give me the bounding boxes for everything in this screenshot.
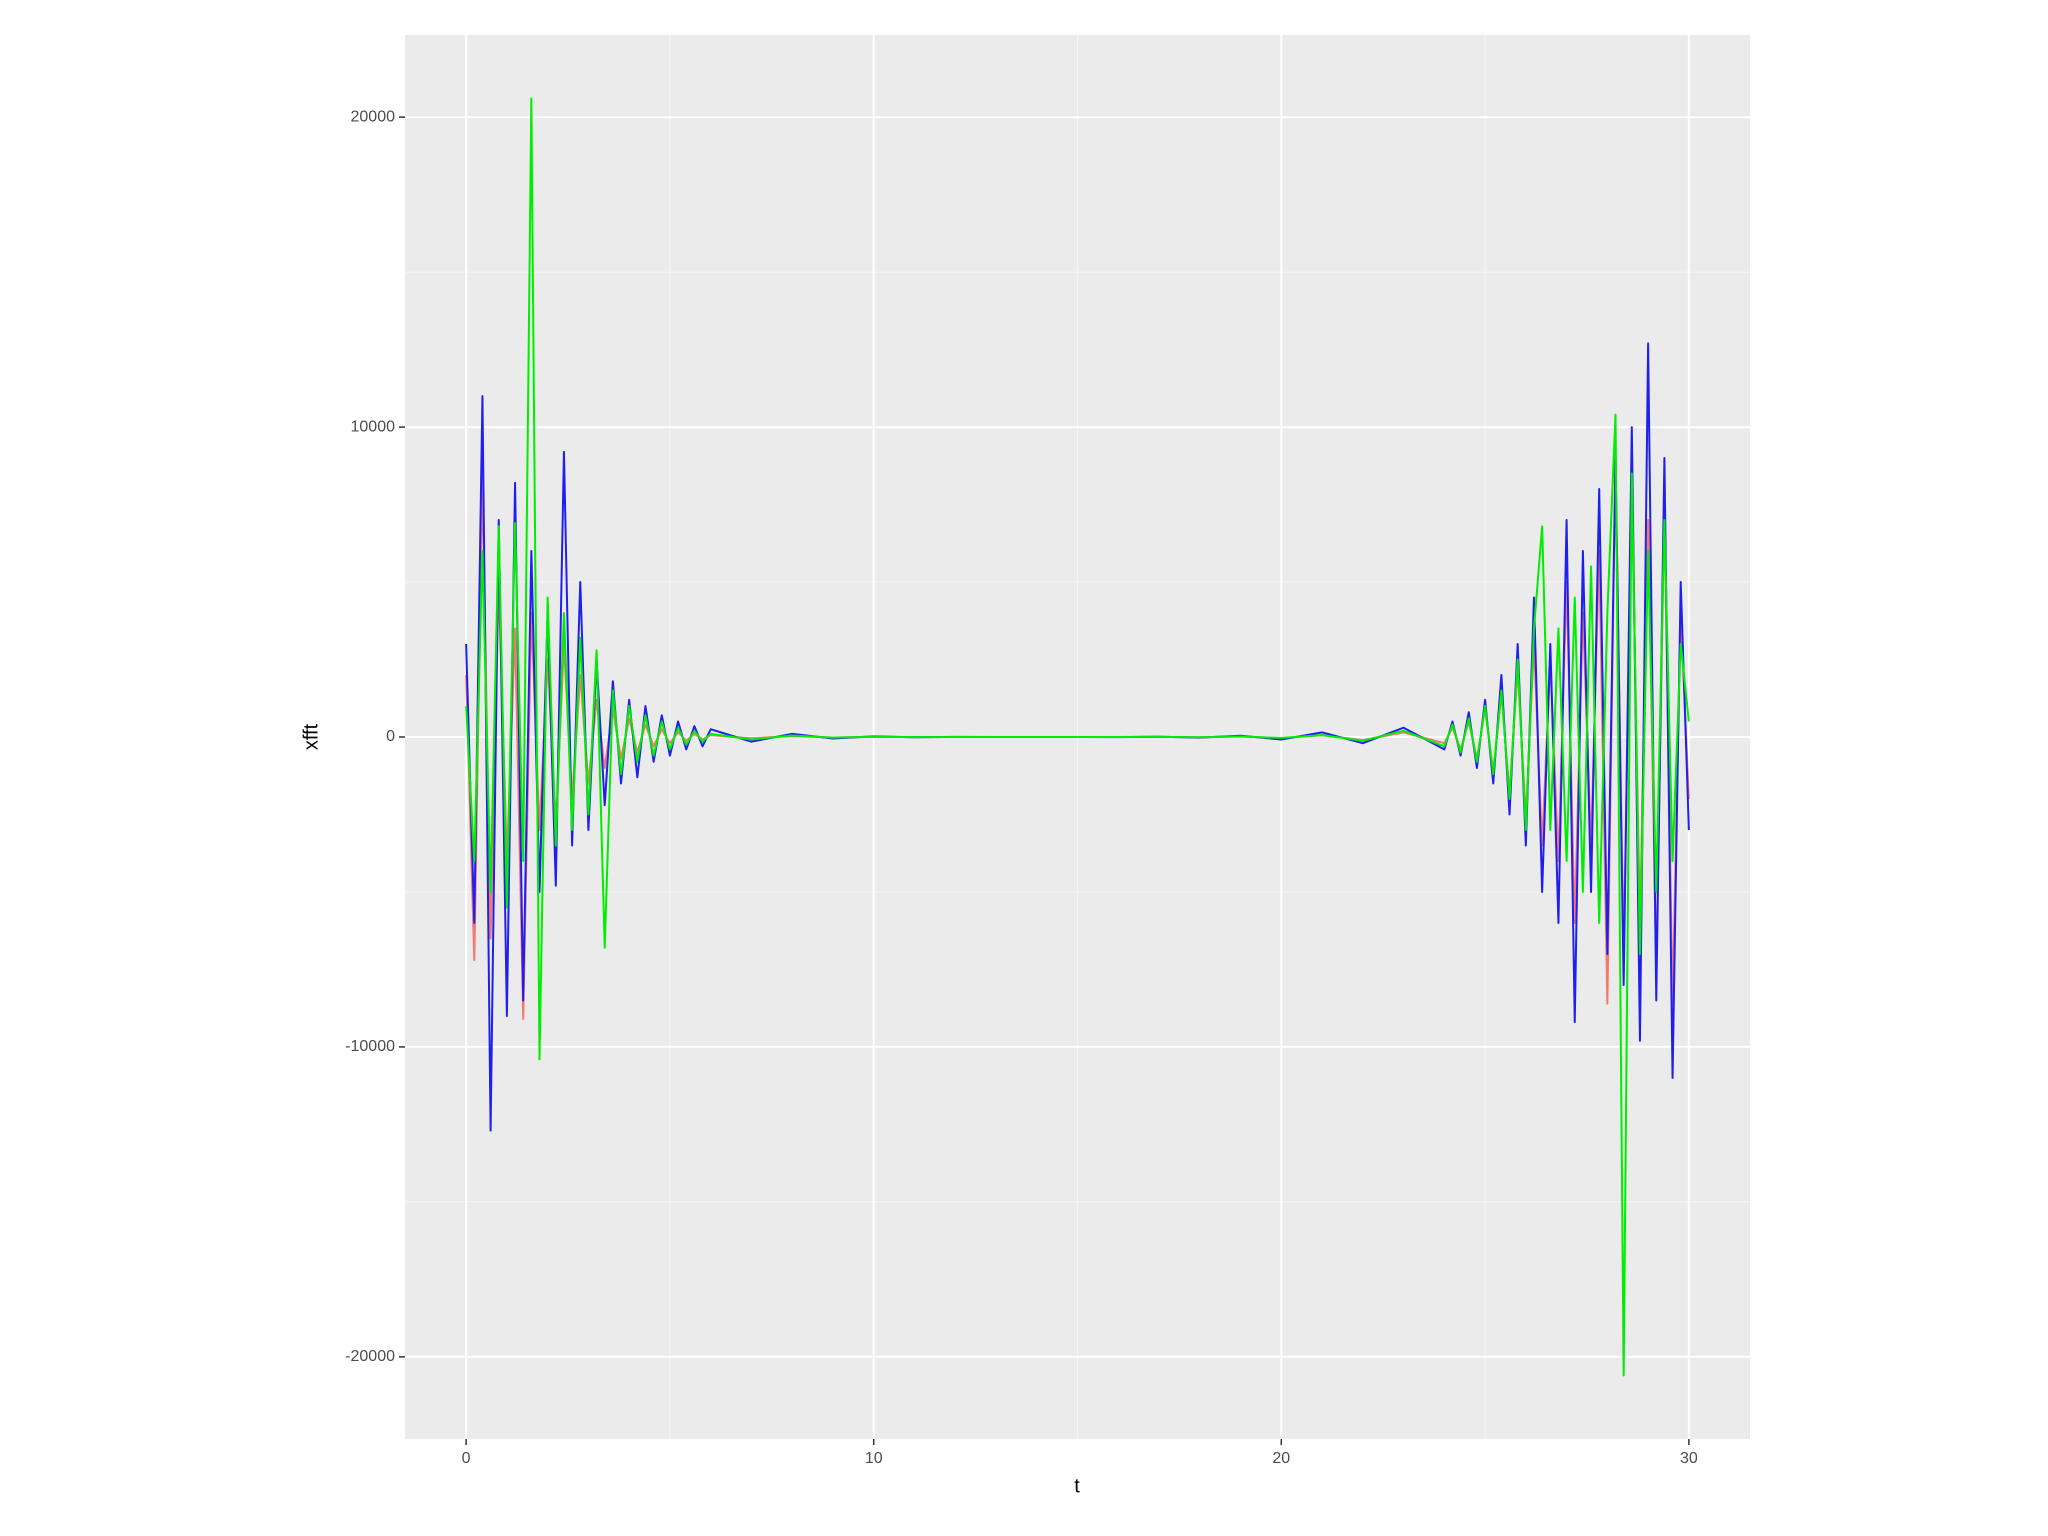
x-tick-label: 10 <box>865 1450 883 1467</box>
y-tick-label: 20000 <box>351 108 396 125</box>
y-axis-title: xfft <box>300 723 322 750</box>
x-tick-label: 20 <box>1272 1450 1290 1467</box>
x-tick-label: 30 <box>1680 1450 1698 1467</box>
series-line <box>465 97 1690 1377</box>
x-axis-title: t <box>1074 1475 1080 1497</box>
y-tick-label: 10000 <box>351 418 396 435</box>
x-tick-label: 0 <box>462 1450 471 1467</box>
y-tick-label: -10000 <box>345 1038 395 1055</box>
y-tick-label: 0 <box>386 728 395 745</box>
y-tick-label: -20000 <box>345 1348 395 1365</box>
